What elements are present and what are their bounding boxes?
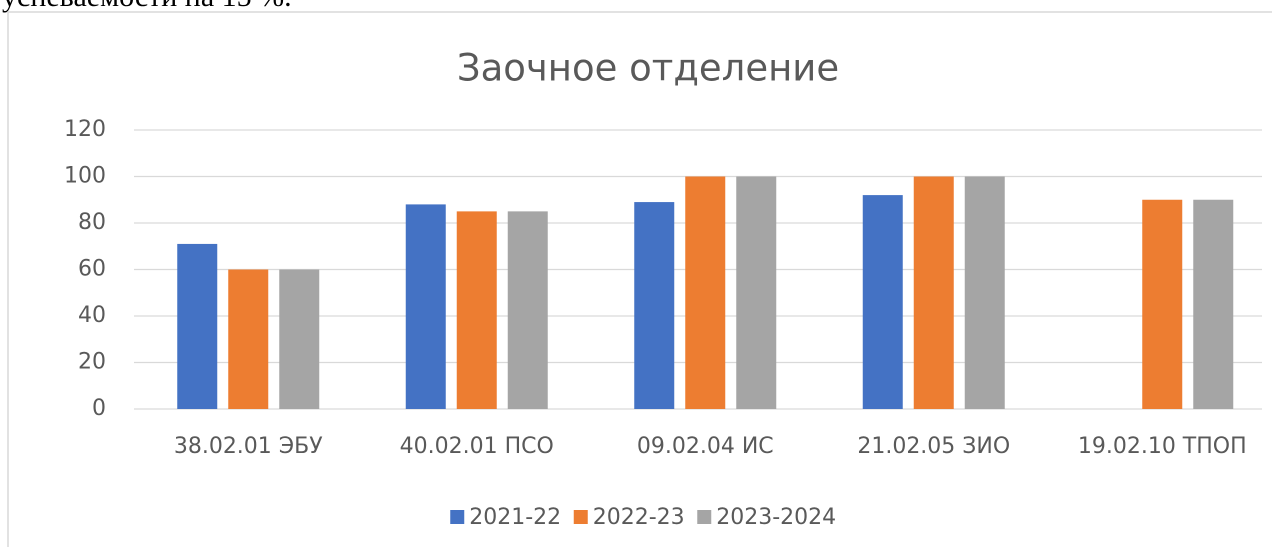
bar [507,211,548,409]
x-tick-label: 19.02.10 ТПОП [1078,434,1247,459]
x-tick-label: 21.02.05 ЗИО [857,434,1010,459]
bar [1193,199,1234,409]
legend-swatch [450,510,465,524]
legend-label: 2022-23 [593,505,685,530]
x-tick-label: 40.02.01 ПСО [400,434,554,459]
bar [456,211,497,409]
x-tick-label: 09.02.04 ИС [637,434,774,459]
y-tick-label: 80 [78,210,106,235]
bar [862,195,903,409]
y-tick-label: 40 [78,303,106,328]
bar [1142,199,1183,409]
document-text: успеваемости на 15 %. [2,0,292,13]
x-tick-label: 38.02.01 ЭБУ [174,434,323,459]
y-tick-label: 0 [92,396,106,421]
bar [177,243,218,409]
y-tick-label: 100 [64,164,106,189]
legend-label: 2021-22 [469,505,561,530]
bar [279,269,320,409]
bar [913,176,954,409]
legend-label: 2023-2024 [716,505,836,530]
legend-swatch [697,510,712,524]
y-tick-label: 120 [64,117,106,142]
bar [405,204,446,409]
bar [685,176,726,409]
chart-title: Заочное отделение [457,47,839,90]
y-tick-label: 20 [78,350,106,375]
bar [228,269,269,409]
y-tick-label: 60 [78,257,106,282]
bar [634,202,675,409]
bar [964,176,1005,409]
bar [736,176,777,409]
legend-swatch [573,510,588,524]
